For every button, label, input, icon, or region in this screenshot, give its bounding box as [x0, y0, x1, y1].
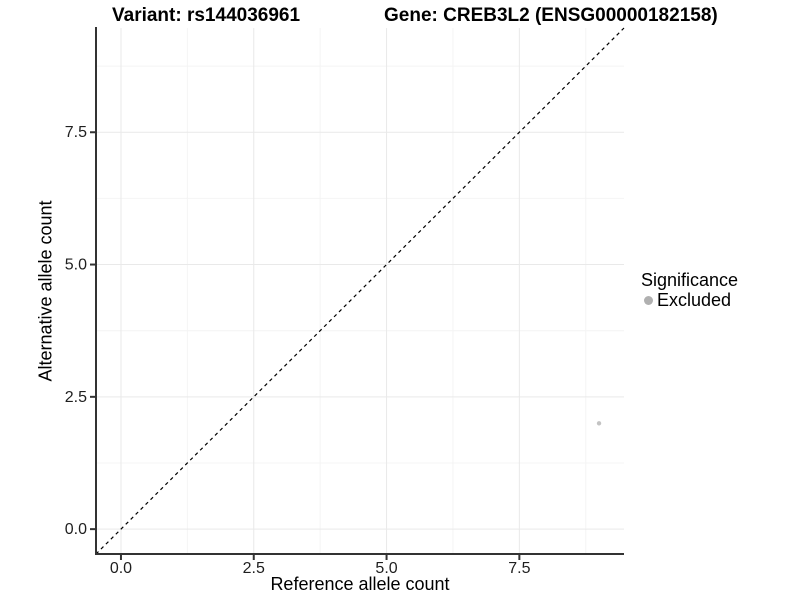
y-axis-title: Alternative allele count — [35, 200, 56, 382]
y-tick-label: 2.5 — [65, 389, 87, 406]
x-tick-label: 7.5 — [508, 560, 530, 577]
x-axis-title: Reference allele count — [270, 574, 450, 594]
x-tick-label: 2.5 — [243, 560, 265, 577]
x-tick-label: 5.0 — [375, 560, 397, 577]
y-tick-label: 7.5 — [65, 124, 87, 141]
legend-point-icon — [644, 296, 653, 305]
y-tick-label: 5.0 — [65, 257, 87, 274]
plot-title-gene: Gene: CREB3L2 (ENSG00000182158) — [384, 5, 718, 26]
legend-title: Significance — [641, 270, 739, 290]
y-tick-label: 0.0 — [65, 521, 87, 538]
plot-title-variant: Variant: rs144036961 — [112, 5, 301, 26]
x-tick-label: 0.0 — [110, 560, 132, 577]
identity-diagonal-line — [95, 27, 625, 555]
data-point — [596, 421, 602, 426]
legend-item-label: Excluded — [657, 290, 732, 310]
legend-item-excluded: Excluded — [641, 291, 738, 310]
legend: Significance Excluded — [641, 271, 738, 310]
